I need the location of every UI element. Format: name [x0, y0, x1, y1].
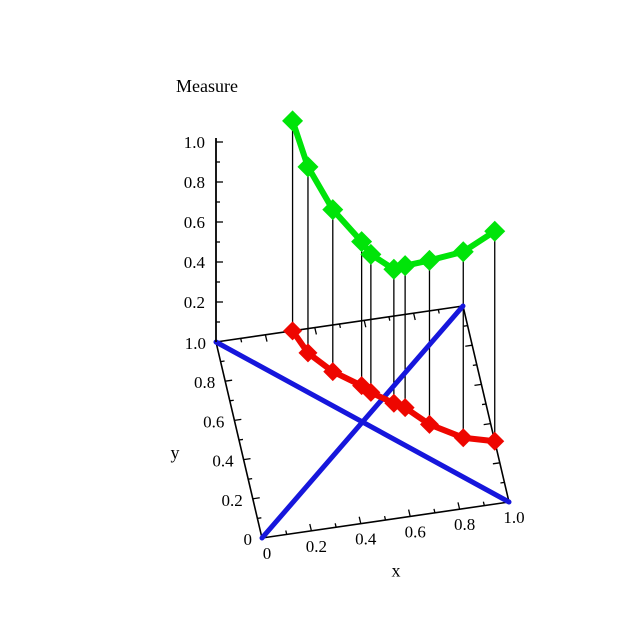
- top-edge-tick: [314, 327, 318, 335]
- y-axis-tick: [243, 457, 251, 461]
- x-axis-tick: [482, 501, 485, 506]
- measure-marker: [452, 241, 474, 263]
- x-axis-title: x: [391, 560, 401, 581]
- x-axis-tick-label: 0: [263, 544, 272, 563]
- right-edge-tick: [463, 324, 468, 327]
- y-axis-tick-label: 0: [244, 530, 253, 549]
- y-axis-tick-label: 0.6: [203, 412, 224, 431]
- xy-projection-curve: [289, 327, 498, 445]
- measure-marker: [351, 231, 373, 253]
- y-axis-tick: [229, 399, 234, 402]
- top-edge-tick: [240, 338, 243, 343]
- y-axis-tick: [248, 477, 253, 480]
- x-axis-tick: [309, 523, 313, 531]
- diagonal-falling: [213, 339, 512, 505]
- y-axis-title: y: [170, 442, 180, 463]
- y-axis-tick-label: 1.0: [185, 334, 206, 353]
- x-axis-tick: [407, 509, 411, 517]
- right-edge-tick: [481, 403, 487, 406]
- y-axis-tick: [225, 379, 233, 382]
- x-axis-tick-label: 0.4: [355, 530, 377, 549]
- x-axis-tick-label: 0.8: [454, 515, 475, 534]
- top-edge-tick: [437, 309, 440, 314]
- x-axis-tick: [334, 523, 337, 528]
- projection-marker: [395, 398, 415, 418]
- measure-marker: [418, 249, 440, 271]
- projection-marker: [453, 428, 473, 448]
- measure-marker: [282, 110, 304, 132]
- projection-marker: [283, 321, 303, 341]
- y-axis-tick-label: 0.4: [212, 452, 234, 471]
- projection-marker: [298, 343, 318, 363]
- z-axis-tick-label: 0.4: [184, 253, 206, 272]
- right-edge-tick: [492, 462, 500, 465]
- y-axis-tick: [220, 360, 225, 363]
- top-edge-tick: [338, 323, 342, 329]
- y-axis-tick: [252, 497, 260, 500]
- top-edge-tick: [388, 316, 391, 321]
- measure-marker: [360, 243, 382, 265]
- projection-marker: [361, 382, 381, 402]
- y-axis-tick: [234, 418, 242, 422]
- right-edge-tick: [483, 422, 491, 426]
- y-axis-tick-label: 0.8: [194, 373, 215, 392]
- x-axis-tick: [383, 515, 387, 521]
- top-edge-tick: [264, 334, 268, 342]
- z-axis-tick-label: 0.6: [184, 213, 205, 232]
- measure-marker: [322, 199, 344, 221]
- measure-marker: [484, 220, 506, 242]
- projection-marker: [485, 431, 505, 451]
- top-edge-tick: [363, 320, 367, 328]
- x-axis-tick: [285, 530, 288, 535]
- x-axis-tick: [457, 502, 461, 510]
- y-axis-tick-label: 0.2: [222, 491, 243, 510]
- measure-marker: [297, 156, 319, 178]
- right-edge-tick: [465, 344, 473, 347]
- z-axis-tick-label: 0.8: [184, 173, 205, 192]
- y-axis-tick: [238, 438, 244, 441]
- right-edge-tick: [474, 383, 482, 387]
- x-axis-tick: [358, 516, 362, 524]
- x-axis-tick: [433, 508, 436, 513]
- x-axis-tick-label: 0.6: [405, 522, 426, 541]
- right-edge-tick: [500, 481, 505, 484]
- right-edge-tick: [472, 364, 477, 367]
- top-edge-tick: [412, 313, 416, 321]
- y-axis-tick: [257, 517, 262, 520]
- projection-marker: [419, 414, 439, 434]
- z-axis-tick-label: 1.0: [184, 133, 205, 152]
- z-axis-title: Measure: [176, 76, 238, 96]
- z-axis-tick-label: 0.2: [184, 293, 205, 312]
- measure-marker: [394, 255, 416, 277]
- projection-marker: [323, 362, 343, 382]
- x-axis-tick-label: 0.2: [306, 537, 327, 556]
- measure-curve: [289, 117, 498, 273]
- x-axis-tick-label: 1.0: [503, 508, 524, 527]
